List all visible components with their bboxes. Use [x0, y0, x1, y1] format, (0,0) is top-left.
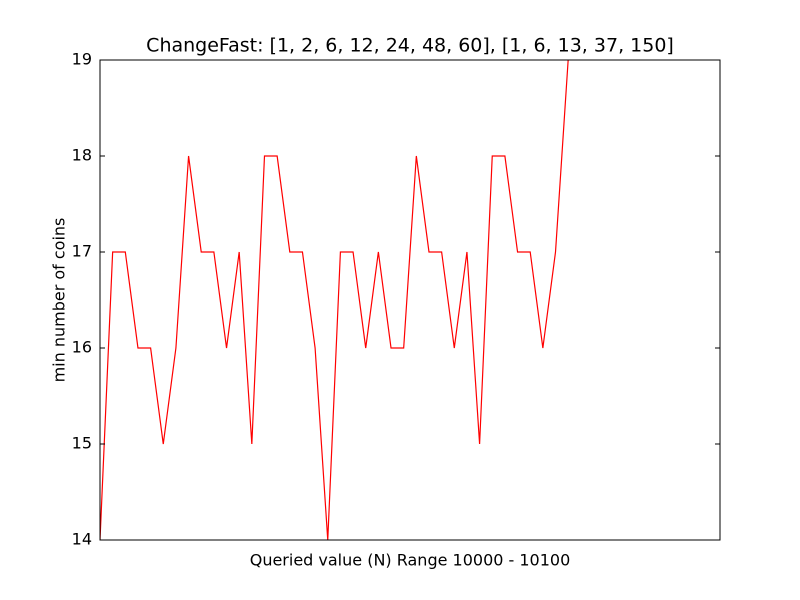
plot-frame	[99, 59, 721, 541]
y-tick-label: 19	[72, 50, 92, 69]
y-tick-label: 15	[72, 434, 92, 453]
chart-title: ChangeFast: [1, 2, 6, 12, 24, 48, 60], […	[146, 35, 674, 57]
y-axis-label: min number of coins	[50, 218, 69, 383]
y-tick-label: 18	[72, 146, 92, 165]
x-axis-label: Queried value (N) Range 10000 - 10100	[250, 551, 571, 570]
plot-area	[100, 60, 569, 540]
y-tick-label: 16	[72, 338, 92, 357]
line-series	[100, 60, 569, 540]
y-tick-label: 17	[72, 242, 92, 261]
y-tick-label: 14	[72, 530, 92, 549]
